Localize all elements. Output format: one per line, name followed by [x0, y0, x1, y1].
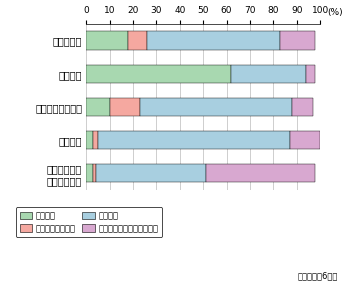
Bar	[96, 164, 206, 182]
Bar	[147, 31, 280, 50]
Bar	[290, 131, 320, 149]
Bar	[140, 98, 292, 116]
Bar	[93, 164, 96, 182]
Bar	[292, 98, 313, 116]
Bar	[86, 31, 128, 50]
Bar	[231, 65, 306, 83]
Bar	[206, 164, 315, 182]
Text: 出典は付注6参照: 出典は付注6参照	[297, 272, 338, 281]
Bar	[280, 31, 315, 50]
Bar	[86, 164, 93, 182]
Bar	[86, 65, 231, 83]
Bar	[86, 98, 110, 116]
Bar	[98, 131, 290, 149]
Bar	[110, 98, 140, 116]
Bar	[306, 65, 315, 83]
Legend: 日本企業, アジア太平洋企業, 米州企業, 欧州・中東・アフリカ企業: 日本企業, アジア太平洋企業, 米州企業, 欧州・中東・アフリカ企業	[16, 208, 162, 237]
Bar	[128, 31, 147, 50]
Bar	[93, 131, 98, 149]
Bar	[86, 131, 93, 149]
Text: (%): (%)	[327, 8, 343, 17]
